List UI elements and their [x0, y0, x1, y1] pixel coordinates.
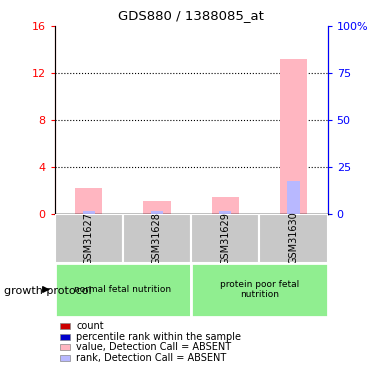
Bar [280, 59, 307, 214]
Bar [287, 181, 300, 214]
Bar [55, 214, 123, 262]
Bar [75, 188, 102, 214]
Bar [259, 214, 328, 262]
Bar [55, 262, 191, 317]
Text: value, Detection Call = ABSENT: value, Detection Call = ABSENT [76, 342, 231, 352]
Bar [191, 214, 259, 262]
Text: GSM31630: GSM31630 [289, 212, 298, 264]
Text: GSM31628: GSM31628 [152, 211, 162, 265]
Text: GSM31629: GSM31629 [220, 211, 230, 265]
Bar [191, 262, 328, 317]
Bar [123, 214, 191, 262]
Text: normal fetal nutrition: normal fetal nutrition [74, 285, 172, 294]
Bar [151, 211, 163, 214]
Text: count: count [76, 321, 104, 331]
Bar [144, 201, 170, 214]
Bar [211, 197, 239, 214]
Text: growth protocol: growth protocol [4, 286, 92, 296]
Text: GDS880 / 1388085_at: GDS880 / 1388085_at [118, 9, 264, 22]
Bar [219, 211, 231, 214]
Text: percentile rank within the sample: percentile rank within the sample [76, 332, 241, 342]
Text: GSM31627: GSM31627 [84, 211, 94, 265]
Text: rank, Detection Call = ABSENT: rank, Detection Call = ABSENT [76, 353, 226, 363]
Bar [83, 211, 95, 214]
Text: protein poor fetal
nutrition: protein poor fetal nutrition [220, 280, 299, 299]
